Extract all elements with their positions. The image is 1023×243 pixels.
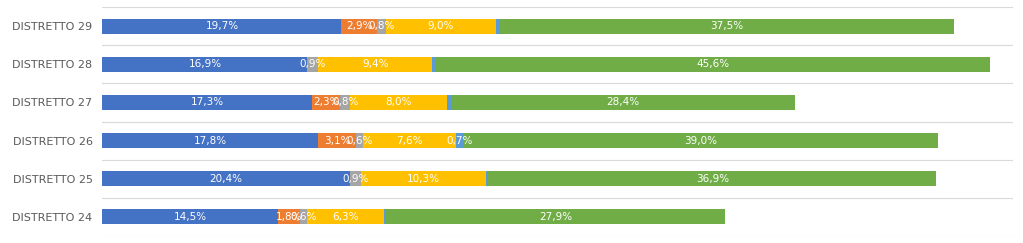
Bar	[436, 57, 989, 72]
Text: 0,8%: 0,8%	[368, 21, 395, 31]
Bar	[102, 209, 278, 224]
Text: 16,9%: 16,9%	[188, 59, 221, 69]
Bar	[387, 209, 725, 224]
Text: 0,6%: 0,6%	[347, 136, 372, 146]
Text: 19,7%: 19,7%	[206, 21, 238, 31]
Bar	[102, 95, 312, 110]
Bar	[387, 19, 495, 34]
Text: 1,8%: 1,8%	[276, 212, 303, 222]
Text: 45,6%: 45,6%	[697, 59, 729, 69]
Text: 0,9%: 0,9%	[343, 174, 368, 184]
Bar	[499, 19, 954, 34]
Text: 27,9%: 27,9%	[539, 212, 572, 222]
Text: 8,0%: 8,0%	[386, 97, 411, 107]
Bar	[455, 133, 464, 148]
Bar	[433, 57, 436, 72]
Bar	[308, 57, 318, 72]
Bar	[350, 95, 447, 110]
Bar	[318, 133, 356, 148]
Bar	[447, 95, 451, 110]
Bar	[363, 133, 455, 148]
Bar	[350, 171, 361, 186]
Bar	[361, 171, 486, 186]
Bar	[102, 171, 350, 186]
Text: 36,9%: 36,9%	[696, 174, 728, 184]
Text: 2,3%: 2,3%	[313, 97, 340, 107]
Text: 10,3%: 10,3%	[407, 174, 440, 184]
Bar	[488, 171, 936, 186]
Bar	[312, 95, 341, 110]
Text: 2,9%: 2,9%	[346, 21, 372, 31]
Bar	[341, 95, 350, 110]
Bar	[376, 19, 387, 34]
Bar	[308, 209, 384, 224]
Text: 37,5%: 37,5%	[710, 21, 744, 31]
Bar	[102, 19, 342, 34]
Text: 28,4%: 28,4%	[607, 97, 639, 107]
Text: 0,7%: 0,7%	[447, 136, 473, 146]
Text: 9,0%: 9,0%	[428, 21, 454, 31]
Bar	[384, 209, 387, 224]
Bar	[451, 95, 796, 110]
Text: 0,8%: 0,8%	[331, 97, 358, 107]
Text: 0,9%: 0,9%	[300, 59, 326, 69]
Text: 9,4%: 9,4%	[362, 59, 389, 69]
Text: 17,3%: 17,3%	[190, 97, 224, 107]
Bar	[495, 19, 499, 34]
Text: 14,5%: 14,5%	[174, 212, 207, 222]
Bar	[278, 209, 300, 224]
Bar	[318, 57, 433, 72]
Bar	[102, 57, 308, 72]
Bar	[486, 171, 488, 186]
Bar	[102, 133, 318, 148]
Bar	[342, 19, 376, 34]
Text: 20,4%: 20,4%	[210, 174, 242, 184]
Text: 17,8%: 17,8%	[193, 136, 227, 146]
Text: 6,3%: 6,3%	[332, 212, 359, 222]
Text: 7,6%: 7,6%	[396, 136, 422, 146]
Text: 3,1%: 3,1%	[324, 136, 351, 146]
Text: 0,6%: 0,6%	[291, 212, 317, 222]
Bar	[300, 209, 308, 224]
Bar	[464, 133, 937, 148]
Bar	[356, 133, 363, 148]
Text: 39,0%: 39,0%	[684, 136, 717, 146]
